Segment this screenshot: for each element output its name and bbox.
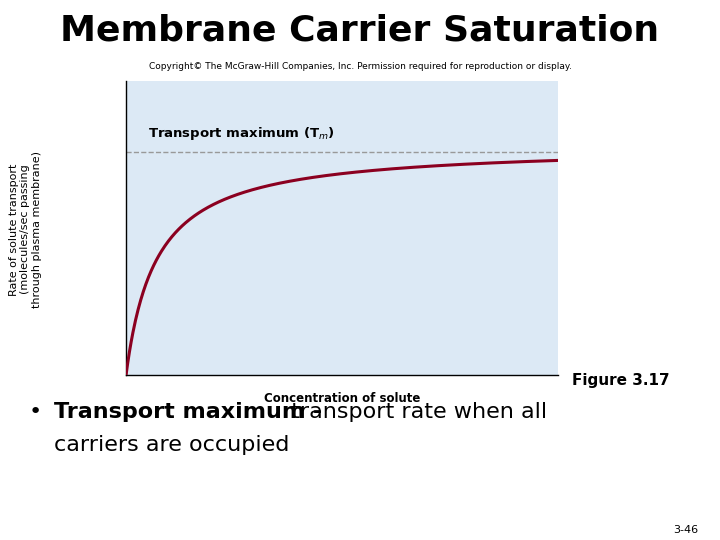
Text: Membrane Carrier Saturation: Membrane Carrier Saturation bbox=[60, 14, 660, 48]
Text: Figure 3.17: Figure 3.17 bbox=[572, 373, 670, 388]
Text: Transport maximum -: Transport maximum - bbox=[54, 402, 323, 422]
Text: Transport maximum (T$_{m}$): Transport maximum (T$_{m}$) bbox=[148, 125, 335, 143]
Text: transport rate when all: transport rate when all bbox=[284, 402, 547, 422]
Text: •: • bbox=[29, 402, 42, 422]
Text: Concentration of solute: Concentration of solute bbox=[264, 392, 420, 404]
Text: 3-46: 3-46 bbox=[673, 524, 698, 535]
Text: Rate of solute transport
(molecules/sec passing
through plasma membrane): Rate of solute transport (molecules/sec … bbox=[9, 151, 42, 308]
Text: carriers are occupied: carriers are occupied bbox=[54, 435, 289, 455]
Text: Copyright© The McGraw-Hill Companies, Inc. Permission required for reproduction : Copyright© The McGraw-Hill Companies, In… bbox=[148, 62, 572, 71]
